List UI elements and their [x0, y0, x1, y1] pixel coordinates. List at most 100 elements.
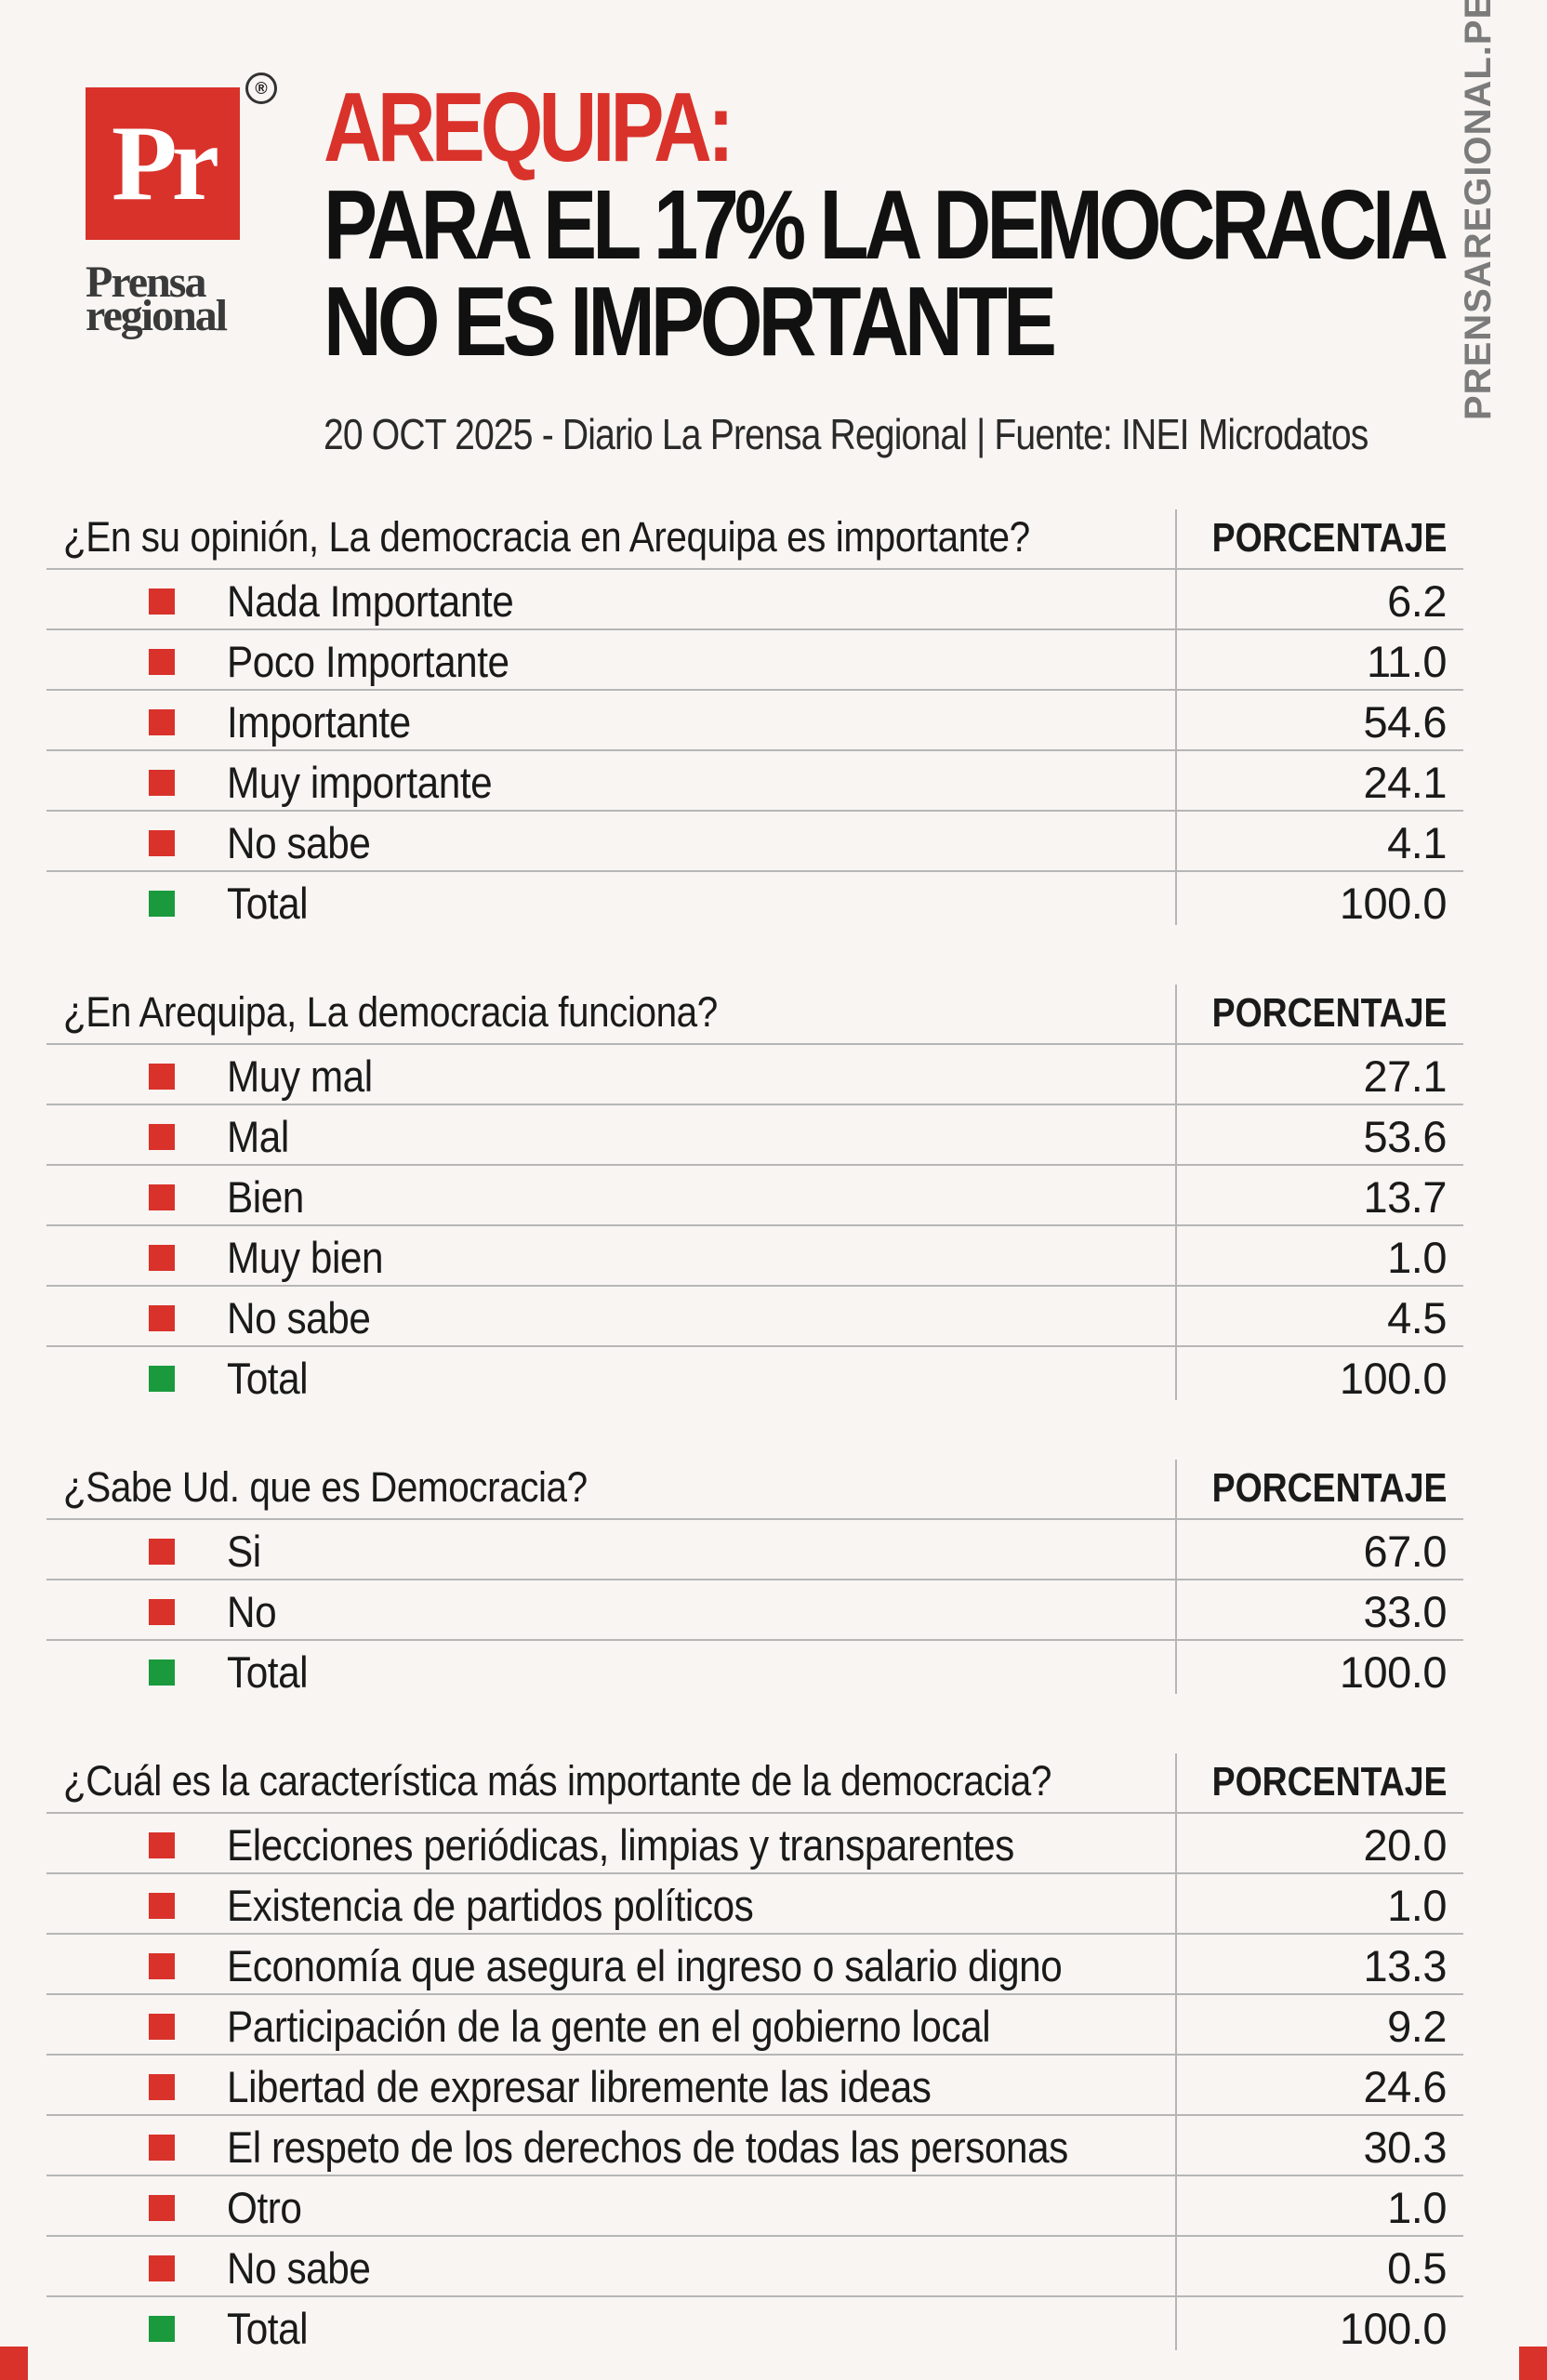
table-row: Bien 13.7 — [46, 1166, 1463, 1226]
row-label: Total — [227, 2304, 309, 2353]
bullet-square-icon — [149, 709, 175, 735]
bullet-square-icon — [149, 2074, 175, 2100]
table-row: Libertad de expresar libremente las idea… — [46, 2056, 1463, 2116]
row-value: 24.6 — [1363, 2062, 1448, 2111]
total-square-icon — [149, 891, 175, 917]
table-row: No 33.0 — [46, 1580, 1463, 1641]
table-header-row: ¿En su opinión, La democracia en Arequip… — [46, 509, 1463, 570]
table-row: Nada Importante 6.2 — [46, 570, 1463, 630]
corner-mark-bottom-left — [0, 2347, 28, 2380]
headline-line-2: NO ES IMPORTANTE — [324, 267, 1057, 377]
row-label: Muy bien — [227, 1233, 384, 1282]
row-value: 67.0 — [1363, 1527, 1448, 1576]
row-label: Mal — [227, 1112, 289, 1161]
row-label: Total — [227, 1354, 309, 1403]
survey-table-3: ¿Sabe Ud. que es Democracia? PORCENTAJE Si… — [46, 1460, 1463, 1699]
row-value: 13.3 — [1363, 1941, 1448, 1990]
logo-name: Prensa regional — [86, 258, 228, 340]
row-label: Bien — [227, 1172, 304, 1222]
row-value: 13.7 — [1363, 1172, 1448, 1222]
vertical-site-name: PRENSAREGIONAL.PE — [1458, 0, 1499, 420]
total-square-icon — [149, 1659, 175, 1686]
table-row: Importante 54.6 — [46, 691, 1463, 751]
row-label: Libertad de expresar libremente las idea… — [227, 2062, 932, 2111]
logo-mark: Pr — [111, 103, 219, 223]
row-value: 1.0 — [1387, 2183, 1447, 2232]
bullet-square-icon — [149, 2195, 175, 2221]
row-label: Otro — [227, 2183, 302, 2232]
row-value: 30.3 — [1363, 2122, 1448, 2172]
row-label: Economía que asegura el ingreso o salari… — [227, 1941, 1063, 1990]
question-text: ¿Cuál es la característica más important… — [63, 1757, 1051, 1805]
bullet-square-icon — [149, 1064, 175, 1090]
row-value: 1.0 — [1387, 1881, 1447, 1930]
table-row: No sabe 4.1 — [46, 812, 1463, 872]
table-row: El respeto de los derechos de todas las … — [46, 2116, 1463, 2176]
table-row: Participación de la gente en el gobierno… — [46, 1995, 1463, 2056]
bullet-square-icon — [149, 1245, 175, 1271]
row-label: No sabe — [227, 2243, 371, 2293]
table-row: No sabe 4.5 — [46, 1287, 1463, 1347]
row-value: 33.0 — [1363, 1587, 1448, 1636]
row-value: 4.5 — [1387, 1293, 1447, 1342]
headline-line-1: PARA EL 17% LA DEMOCRACIA — [324, 170, 1448, 280]
row-value: 100.0 — [1339, 1647, 1448, 1697]
bullet-square-icon — [149, 2014, 175, 2040]
bullet-square-icon — [149, 649, 175, 675]
bullet-square-icon — [149, 2255, 175, 2281]
column-divider — [1175, 1460, 1177, 1694]
bullet-square-icon — [149, 1539, 175, 1565]
row-label: Nada Importante — [227, 576, 514, 626]
row-value: 53.6 — [1363, 1112, 1448, 1161]
headline-kicker: AREQUIPA: — [324, 73, 734, 182]
row-value: 100.0 — [1339, 1354, 1448, 1403]
row-label: Muy mal — [227, 1051, 373, 1101]
table-row: Muy importante 24.1 — [46, 751, 1463, 812]
column-divider — [1175, 1753, 1177, 2350]
row-label: No sabe — [227, 818, 371, 867]
column-header: PORCENTAJE — [1211, 1759, 1447, 1805]
row-value: 54.6 — [1363, 697, 1448, 747]
table-row: Economía que asegura el ingreso o salari… — [46, 1935, 1463, 1995]
table-row: Total 100.0 — [46, 872, 1463, 931]
registered-mark: ® — [245, 73, 277, 104]
row-value: 100.0 — [1339, 879, 1448, 928]
row-label: Elecciones periódicas, limpias y transpa… — [227, 1820, 1014, 1870]
row-value: 27.1 — [1363, 1051, 1448, 1101]
survey-table-4: ¿Cuál es la característica más important… — [46, 1753, 1463, 2356]
table-header-row: ¿En Arequipa, La democracia funciona? POR… — [46, 985, 1463, 1045]
bullet-square-icon — [149, 1953, 175, 1979]
table-row: Existencia de partidos políticos 1.0 — [46, 1874, 1463, 1935]
row-label: Poco Importante — [227, 637, 509, 686]
row-label: Total — [227, 879, 309, 928]
bullet-square-icon — [149, 1305, 175, 1331]
row-value: 11.0 — [1367, 637, 1448, 686]
table-row: Total 100.0 — [46, 2297, 1463, 2356]
row-value: 6.2 — [1387, 576, 1447, 626]
dateline: 20 OCT 2025 - Diario La Prensa Regional … — [324, 410, 1368, 458]
row-label: Total — [227, 1647, 309, 1697]
brand-logo: Pr — [86, 87, 240, 240]
bullet-square-icon — [149, 588, 175, 615]
row-value: 0.5 — [1387, 2243, 1447, 2293]
table-row: Elecciones periódicas, limpias y transpa… — [46, 1814, 1463, 1874]
row-value: 100.0 — [1339, 2304, 1448, 2353]
table-row: Total 100.0 — [46, 1641, 1463, 1699]
question-text: ¿En Arequipa, La democracia funciona? — [63, 988, 718, 1036]
table-row: Poco Importante 11.0 — [46, 630, 1463, 691]
table-header-row: ¿Sabe Ud. que es Democracia? PORCENTAJE — [46, 1460, 1463, 1520]
table-row: Si 67.0 — [46, 1520, 1463, 1580]
table-row: Muy bien 1.0 — [46, 1226, 1463, 1287]
row-label: Existencia de partidos políticos — [227, 1881, 754, 1930]
row-value: 1.0 — [1387, 1233, 1447, 1282]
column-header: PORCENTAJE — [1211, 515, 1447, 561]
bullet-square-icon — [149, 770, 175, 796]
column-divider — [1175, 985, 1177, 1400]
question-text: ¿Sabe Ud. que es Democracia? — [63, 1463, 588, 1511]
row-label: El respeto de los derechos de todas las … — [227, 2122, 1068, 2172]
column-header: PORCENTAJE — [1211, 990, 1447, 1036]
row-value: 9.2 — [1387, 2002, 1447, 2051]
row-label: Importante — [227, 697, 411, 747]
row-value: 4.1 — [1387, 818, 1447, 867]
row-value: 20.0 — [1363, 1820, 1448, 1870]
